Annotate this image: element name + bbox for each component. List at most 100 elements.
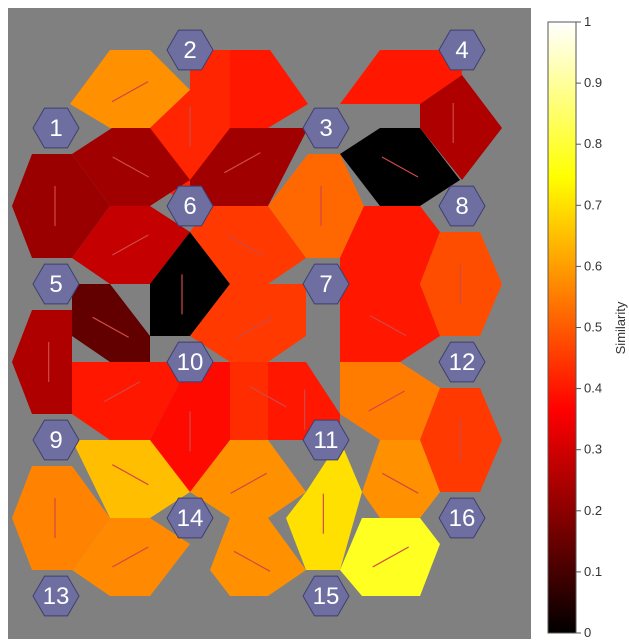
node-label-6: 6 xyxy=(183,193,196,220)
orientation-line-c31 xyxy=(112,546,149,568)
colorbar-tick-label-7: 0.7 xyxy=(584,197,602,212)
cell-c5 xyxy=(12,154,110,258)
cell-c12 xyxy=(190,206,306,284)
cell-c13 xyxy=(268,154,364,258)
node-label-5: 5 xyxy=(49,271,62,298)
cell-c18 xyxy=(340,284,440,362)
node-hexagon-1 xyxy=(32,107,80,149)
node-7: 7 xyxy=(302,263,350,305)
cell-c15 xyxy=(420,232,502,336)
node-label-9: 9 xyxy=(49,427,62,454)
node-label-14: 14 xyxy=(177,505,204,532)
node-6: 6 xyxy=(166,185,214,227)
cell-c7 xyxy=(190,128,308,206)
colorbar-tick-label-6: 0.6 xyxy=(584,258,602,273)
cell-c32 xyxy=(210,518,306,596)
node-hexagon-8 xyxy=(438,185,486,227)
node-hexagon-10 xyxy=(166,341,214,383)
similarity-cells xyxy=(12,50,502,596)
orientation-line-c1 xyxy=(111,81,149,103)
node-hexagon-5 xyxy=(32,263,80,305)
node-hexagon-11 xyxy=(302,419,350,461)
node-label-16: 16 xyxy=(449,505,476,532)
orientation-line-c29 xyxy=(382,472,419,494)
cell-c28 xyxy=(286,440,362,570)
orientation-line-c20 xyxy=(103,381,141,403)
node-hexagon-2 xyxy=(166,29,214,71)
colorbar-label: Similarity xyxy=(613,301,628,354)
node-1: 1 xyxy=(32,107,80,149)
node-hexagon-14 xyxy=(166,497,214,539)
node-hexagon-4 xyxy=(438,29,486,71)
node-label-4: 4 xyxy=(455,37,468,64)
node-12: 12 xyxy=(438,341,486,383)
node-15: 15 xyxy=(302,575,350,617)
node-hexagon-7 xyxy=(302,263,350,305)
node-9: 9 xyxy=(32,419,80,461)
node-label-15: 15 xyxy=(313,583,340,610)
node-hexagon-16 xyxy=(438,497,486,539)
orientation-line-c10 xyxy=(112,234,149,256)
node-16: 16 xyxy=(438,497,486,539)
cell-c30 xyxy=(12,466,110,570)
cell-c9 xyxy=(420,75,502,180)
orientation-line-c7 xyxy=(224,152,261,174)
node-11: 11 xyxy=(302,419,350,461)
node-label-3: 3 xyxy=(319,115,332,142)
colorbar-tick-label-1: 0.1 xyxy=(584,564,602,579)
orientation-line-c27 xyxy=(230,472,267,494)
cell-c23 xyxy=(340,362,440,440)
node-4: 4 xyxy=(438,29,486,71)
orientation-line-c23 xyxy=(368,390,405,412)
cell-c3 xyxy=(190,50,308,128)
node-14: 14 xyxy=(166,497,214,539)
node-8: 8 xyxy=(438,185,486,227)
cell-c26 xyxy=(72,440,190,518)
node-hexagon-6 xyxy=(166,185,214,227)
colorbar-tick-label-10: 1 xyxy=(584,14,591,29)
orientation-line-c8 xyxy=(381,156,419,178)
colorbar-tick-label-3: 0.3 xyxy=(584,442,602,457)
cell-c19 xyxy=(12,310,72,414)
orientation-line-c18 xyxy=(369,315,407,337)
orientation-line-c26 xyxy=(112,464,149,486)
colorbar-tick-label-5: 0.5 xyxy=(584,320,602,335)
orientation-line-c33 xyxy=(372,546,409,568)
orientation-lines xyxy=(48,81,461,572)
colorbar-tick-label-0: 0 xyxy=(584,625,591,640)
orientation-line-c16 xyxy=(92,316,129,338)
node-label-11: 11 xyxy=(314,427,339,454)
node-label-7: 7 xyxy=(319,271,332,298)
colorbar: 0 0.1 0.2 0.3 0.4 0.5 0.6 0.7 0.8 0.9 1 Similarity xyxy=(547,14,628,640)
node-label-10: 10 xyxy=(177,349,204,376)
node-13: 13 xyxy=(32,575,80,617)
colorbar-gradient xyxy=(547,21,577,634)
node-label-1: 1 xyxy=(49,115,62,142)
cell-c14 xyxy=(340,206,440,284)
orientation-line-c6 xyxy=(112,156,149,178)
node-10: 10 xyxy=(166,341,214,383)
node-label-13: 13 xyxy=(43,583,70,610)
cell-c1 xyxy=(70,50,190,128)
cell-c29 xyxy=(362,440,440,518)
node-2: 2 xyxy=(166,29,214,71)
node-label-12: 12 xyxy=(449,349,476,376)
node-hexagon-12 xyxy=(438,341,486,383)
orientation-line-c21 xyxy=(249,386,287,408)
node-hexagon-13 xyxy=(32,575,80,617)
cell-c24 xyxy=(420,388,502,492)
colorbar-ticks: 0 0.1 0.2 0.3 0.4 0.5 0.6 0.7 0.8 0.9 1 xyxy=(576,14,602,640)
cell-c20 xyxy=(72,362,190,440)
node-hexagon-15 xyxy=(302,575,350,617)
colorbar-tick-label-4: 0.4 xyxy=(584,381,602,396)
node-label-2: 2 xyxy=(183,37,196,64)
cell-c27 xyxy=(190,440,306,518)
cell-c4 xyxy=(340,50,462,104)
orientation-line-c12 xyxy=(226,234,264,256)
orientation-line-c17 xyxy=(236,316,274,338)
orientation-line-c32 xyxy=(233,550,271,572)
colorbar-tick-label-2: 0.2 xyxy=(584,503,602,518)
cell-c16 xyxy=(72,284,150,362)
